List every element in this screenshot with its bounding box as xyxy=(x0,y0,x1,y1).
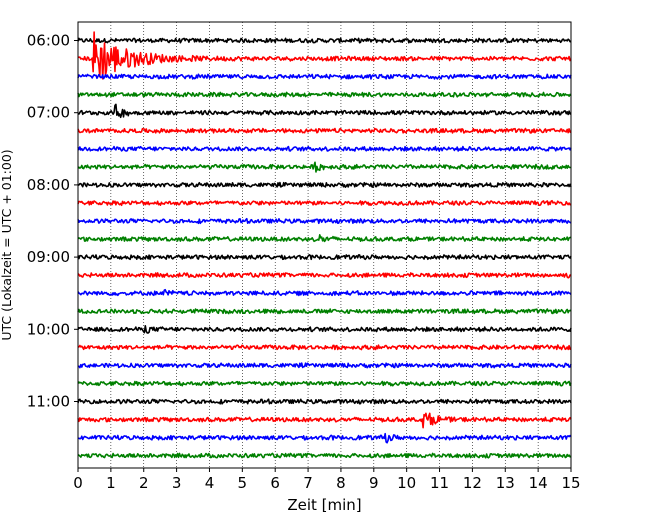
x-tick-label: 9 xyxy=(369,474,379,492)
trace-line xyxy=(77,127,572,134)
trace-line xyxy=(77,288,572,297)
trace-line xyxy=(77,432,572,444)
grid-lines xyxy=(110,22,539,468)
x-tick-label: 7 xyxy=(303,474,313,492)
y-tick-label: 07:00 xyxy=(27,104,70,122)
trace-line xyxy=(77,398,572,405)
x-tick-label: 3 xyxy=(172,474,182,492)
y-tick-label: 06:00 xyxy=(27,32,70,50)
trace-line xyxy=(77,145,572,152)
trace-line xyxy=(77,31,572,80)
trace-line xyxy=(77,103,572,119)
plot-frame xyxy=(77,21,572,469)
x-tick-label: 1 xyxy=(106,474,116,492)
x-tick-label: 8 xyxy=(336,474,346,492)
trace-line xyxy=(77,199,572,207)
trace-line xyxy=(77,161,572,173)
x-tick-label: 12 xyxy=(463,474,482,492)
x-tick-label: 4 xyxy=(205,474,215,492)
x-tick-label: 15 xyxy=(561,474,580,492)
x-tick-label: 6 xyxy=(270,474,280,492)
y-tick-label: 10:00 xyxy=(27,320,70,338)
y-axis-ticks: 06:00 07:00 08:00 09:00 10:00 11:00 xyxy=(27,32,78,411)
trace-lines xyxy=(77,31,572,459)
x-tick-label: 5 xyxy=(238,474,248,492)
trace-line xyxy=(77,217,572,225)
trace-line xyxy=(77,325,572,334)
x-tick-label: 11 xyxy=(430,474,449,492)
x-axis-ticks: 0 1 2 3 4 5 6 7 8 9 10 11 12 13 14 15 xyxy=(73,468,581,492)
y-tick-label: 11:00 xyxy=(27,393,70,411)
trace-line xyxy=(77,308,572,315)
trace-line xyxy=(77,234,572,243)
x-tick-label: 2 xyxy=(139,474,149,492)
trace-line xyxy=(77,452,572,459)
y-tick-label: 09:00 xyxy=(27,248,70,266)
y-axis-label: UTC (Lokalzeit = UTC + 01:00) xyxy=(0,149,14,340)
trace-line xyxy=(77,380,572,387)
trace-line xyxy=(77,73,572,80)
trace-line xyxy=(77,362,572,369)
y-tick-label: 08:00 xyxy=(27,176,70,194)
x-axis-label: Zeit [min] xyxy=(287,496,361,514)
trace-line xyxy=(77,344,572,351)
x-tick-label: 14 xyxy=(529,474,548,492)
trace-line xyxy=(77,412,572,429)
x-tick-label: 13 xyxy=(496,474,515,492)
trace-line xyxy=(77,37,572,44)
trace-line xyxy=(77,181,572,188)
x-tick-label: 10 xyxy=(397,474,416,492)
trace-line xyxy=(77,272,572,279)
trace-line xyxy=(77,91,572,98)
trace-line xyxy=(77,254,572,261)
x-tick-label: 0 xyxy=(73,474,83,492)
